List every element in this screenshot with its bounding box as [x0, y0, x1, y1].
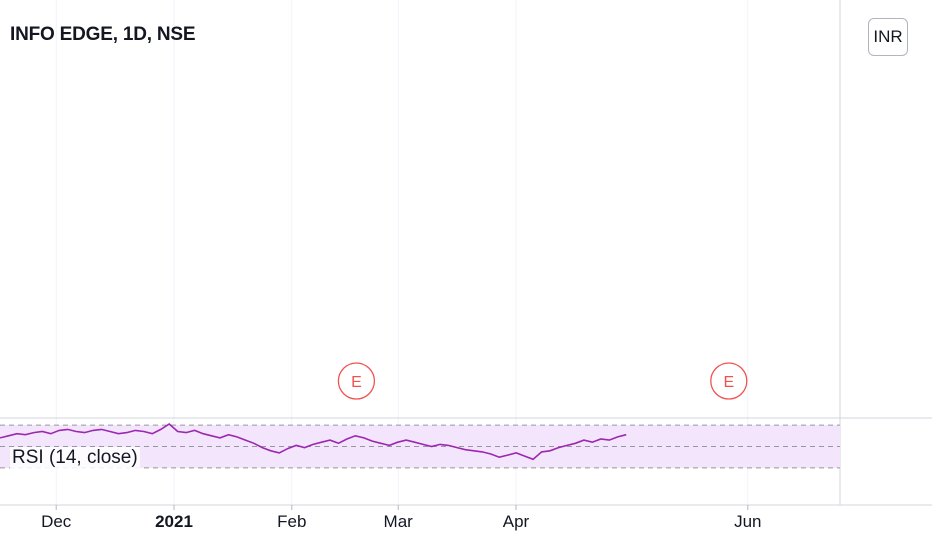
- time-tick-label: Jun: [734, 512, 761, 531]
- earnings-marker[interactable]: E: [710, 362, 748, 400]
- time-tick-label: 2021: [155, 512, 193, 531]
- currency-button[interactable]: INR: [868, 18, 908, 56]
- rsi-legend-label[interactable]: RSI (14, close): [10, 447, 140, 469]
- earnings-circle: [337, 362, 376, 400]
- earnings-marker[interactable]: E: [337, 362, 376, 400]
- time-axis: Dec 2021 Feb Mar Apr Jun: [41, 505, 762, 531]
- time-tick-label: Mar: [384, 512, 414, 531]
- earnings-letter: E: [351, 374, 362, 391]
- symbol-title[interactable]: INFO EDGE, 1D, NSE: [10, 24, 196, 45]
- time-tick-label: Dec: [41, 512, 72, 531]
- chart-grid: [0, 0, 932, 506]
- time-tick-label: Apr: [503, 512, 530, 531]
- earnings-circle: [710, 362, 748, 400]
- earnings-letter: E: [723, 374, 734, 391]
- rsi-pane: [0, 423, 840, 469]
- time-tick-label: Feb: [277, 512, 306, 531]
- rsi-line: [0, 423, 627, 461]
